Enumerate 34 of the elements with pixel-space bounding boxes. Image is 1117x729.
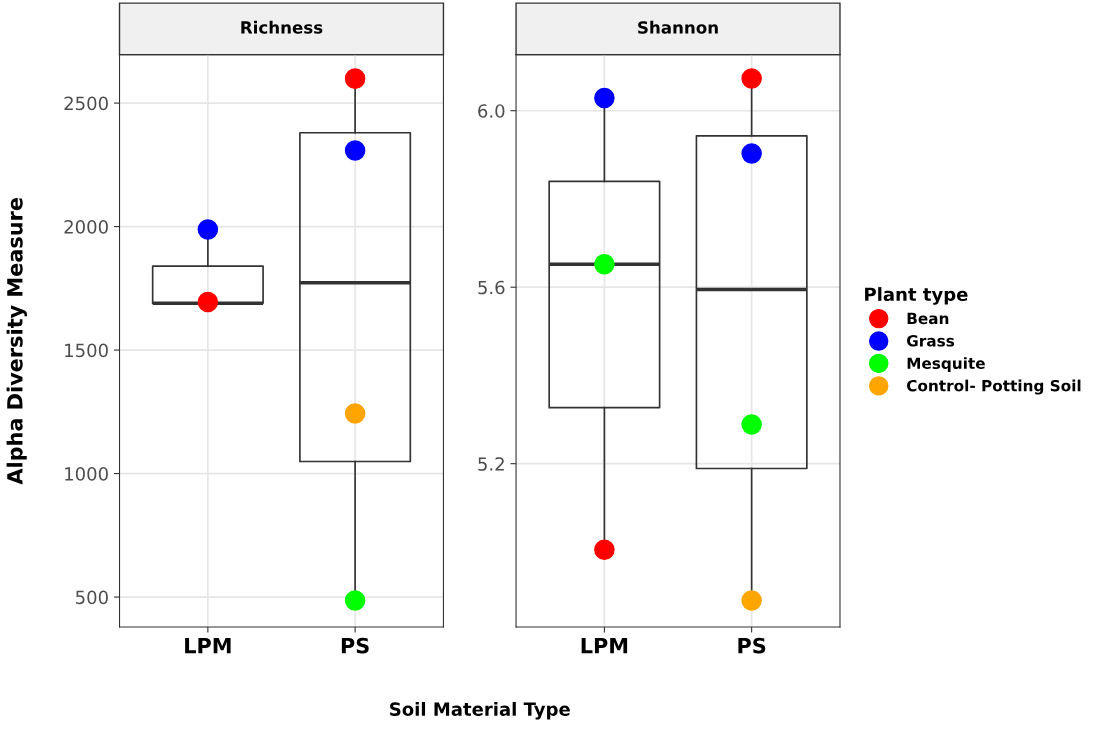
x-tick-label: LPM bbox=[581, 638, 628, 654]
chart-title: Shannon bbox=[638, 20, 718, 34]
x-tick-label: PS bbox=[738, 637, 766, 654]
y-tick-label: 5.6 bbox=[478, 280, 505, 295]
legend-label: Grass bbox=[906, 335, 955, 347]
y-tick-label: 500 bbox=[76, 590, 108, 605]
y-tick-label: 1000 bbox=[65, 467, 108, 481]
y-tick-label: 6.0 bbox=[478, 104, 505, 118]
legend-label: Mesquite bbox=[907, 357, 985, 372]
point bbox=[197, 219, 219, 240]
point bbox=[594, 253, 615, 275]
x-tick-label: PS bbox=[341, 637, 369, 654]
y-tick-label: 5.2 bbox=[478, 457, 504, 471]
x-axis-title: Soil Material Type bbox=[390, 701, 570, 720]
point bbox=[741, 590, 762, 611]
point bbox=[344, 403, 366, 424]
y-axis-title: Alpha Diversity Measure bbox=[6, 198, 27, 485]
point bbox=[594, 539, 615, 560]
y-tick-label: 1500 bbox=[65, 343, 108, 358]
point bbox=[594, 87, 615, 109]
point bbox=[344, 590, 366, 611]
legend-label: Control- Potting Soil bbox=[906, 379, 1081, 395]
y-tick-label: 2500 bbox=[64, 96, 108, 111]
point bbox=[741, 143, 762, 164]
legend-label: Bean bbox=[907, 312, 949, 325]
point bbox=[741, 68, 762, 89]
chart-title: Richness bbox=[241, 20, 323, 34]
legend-title: Plant type bbox=[865, 287, 968, 305]
point bbox=[344, 68, 366, 89]
point bbox=[344, 140, 366, 161]
point bbox=[741, 414, 762, 435]
x-tick-label: LPM bbox=[185, 638, 231, 654]
point bbox=[197, 291, 219, 313]
y-tick-label: 2000 bbox=[64, 220, 108, 234]
